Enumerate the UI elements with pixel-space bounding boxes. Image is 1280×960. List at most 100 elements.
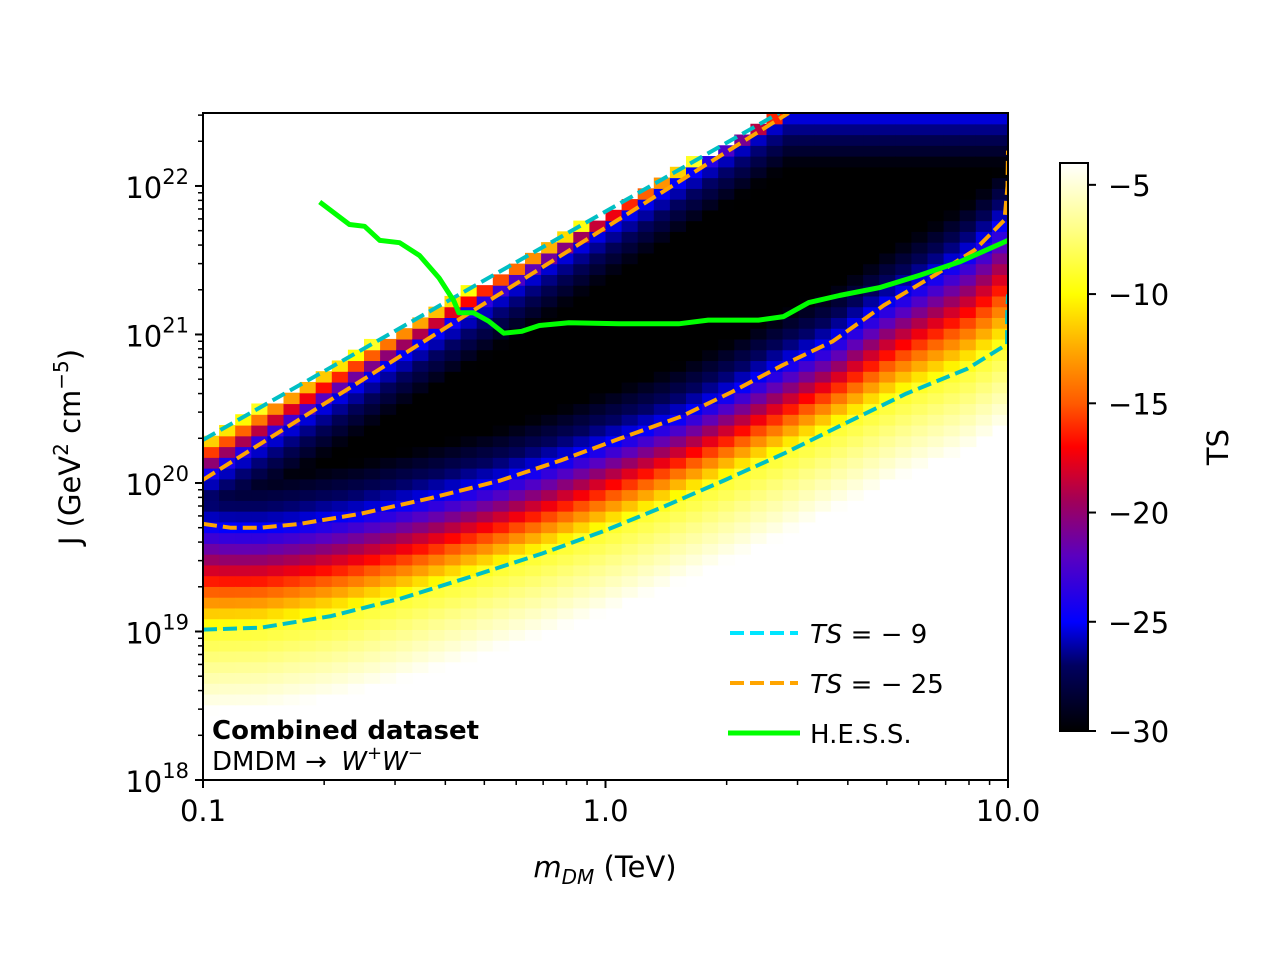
heatmap-cell [766, 511, 784, 523]
heatmap-cell [991, 188, 1008, 200]
heatmap-cell [541, 295, 558, 308]
heatmap-cell [991, 242, 1008, 254]
heatmap-cell [525, 306, 542, 319]
heatmap-cell [782, 349, 800, 362]
heatmap-cell [428, 597, 446, 609]
heatmap-cell [702, 435, 719, 448]
heatmap-cell [347, 640, 365, 652]
heatmap-cell [750, 414, 768, 426]
heatmap-cell [412, 543, 429, 555]
heatmap-cell [702, 166, 719, 179]
heatmap-cell [525, 629, 542, 641]
heatmap-cell [669, 478, 687, 491]
heatmap-cell [895, 231, 912, 243]
heatmap-cell [766, 457, 784, 469]
heatmap-cell [798, 349, 816, 362]
heatmap-cell [750, 381, 768, 394]
heatmap-cell [267, 500, 285, 512]
heatmap-cell [396, 532, 413, 544]
heatmap-cell [573, 242, 590, 254]
heatmap-cell [203, 683, 220, 695]
heatmap-cell [959, 414, 977, 426]
heatmap-cell [798, 424, 816, 437]
heatmap-cell [847, 360, 864, 372]
heatmap-cell [573, 328, 590, 340]
heatmap-cell [573, 295, 590, 308]
heatmap-cell [460, 607, 478, 620]
heatmap-cell [380, 381, 397, 394]
heatmap-cell [541, 349, 558, 362]
heatmap-cell [508, 360, 526, 372]
heatmap-cell [508, 263, 526, 275]
heatmap-cell [718, 554, 735, 566]
heatmap-cell [347, 478, 365, 491]
heatmap-cell [798, 317, 816, 329]
heatmap-cell [299, 489, 317, 501]
heatmap-cell [219, 424, 236, 437]
heatmap-cell [476, 328, 494, 340]
heatmap-cell [911, 274, 929, 286]
heatmap-cell [428, 532, 446, 544]
heatmap-cell [219, 597, 236, 609]
heatmap-cell [975, 328, 993, 340]
heatmap-cell [557, 306, 574, 319]
heatmap-cell [879, 349, 896, 362]
heatmap-cell [943, 274, 961, 286]
heatmap-cell [927, 306, 945, 319]
heatmap-cell [315, 478, 333, 491]
heatmap-cell [557, 478, 574, 491]
heatmap-cell [605, 306, 623, 319]
heatmap-cell [347, 414, 365, 426]
heatmap-cell [428, 424, 446, 437]
heatmap-cell [331, 575, 349, 587]
heatmap-cell [235, 629, 252, 641]
heatmap-cell [347, 446, 365, 458]
heatmap-cell [621, 209, 639, 222]
heatmap-cell [460, 554, 478, 566]
heatmap-cell [830, 252, 848, 265]
heatmap-cell [911, 220, 929, 232]
heatmap-cell [669, 360, 687, 372]
heatmap-cell [943, 156, 961, 168]
heatmap-cell [879, 113, 896, 125]
heatmap-cell [702, 392, 719, 405]
heatmap-cell [686, 360, 703, 372]
heatmap-cell [412, 424, 429, 437]
heatmap-cell [508, 338, 526, 351]
heatmap-cell [669, 457, 687, 469]
heatmap-cell [895, 199, 912, 211]
heatmap-cell [734, 134, 751, 146]
heatmap-cell [734, 242, 751, 254]
heatmap-cell [573, 554, 590, 566]
heatmap-cell [766, 349, 784, 362]
heatmap-cell [589, 446, 607, 458]
heatmap-cell [299, 468, 317, 480]
heatmap-cell [525, 263, 542, 275]
heatmap-cell [830, 166, 848, 179]
heatmap-cell [911, 113, 929, 125]
heatmap-cell [428, 607, 446, 620]
heatmap-cell [364, 650, 381, 663]
heatmap-cell [686, 285, 703, 297]
heatmap-cell [718, 220, 735, 232]
heatmap-cell [975, 306, 993, 319]
heatmap-cell [669, 392, 687, 405]
heatmap-cell [235, 607, 252, 620]
heatmap-cell [798, 263, 816, 275]
heatmap-cell [557, 543, 574, 555]
heatmap-cell [895, 209, 912, 222]
heatmap-cell [525, 338, 542, 351]
heatmap-cell [653, 306, 671, 319]
heatmap-cell [508, 597, 526, 609]
heatmap-cell [460, 424, 478, 437]
heatmap-cell [492, 424, 510, 437]
heatmap-cell [879, 360, 896, 372]
heatmap-cell [589, 381, 607, 394]
heatmap-cell [750, 252, 768, 265]
heatmap-cell [347, 371, 365, 383]
heatmap-cell [573, 392, 590, 405]
heatmap-cell [637, 489, 655, 501]
heatmap-cell [508, 607, 526, 620]
heatmap-cell [734, 435, 751, 448]
heatmap-cell [750, 317, 768, 329]
